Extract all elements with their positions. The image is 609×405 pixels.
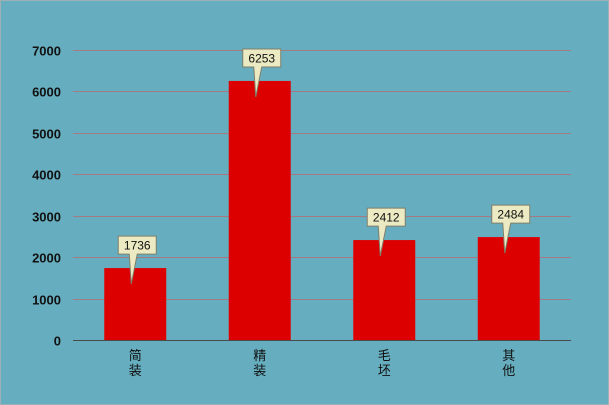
y-tick-label: 3000 — [32, 210, 61, 225]
x-tick-label: 精装 — [253, 349, 266, 379]
bar — [228, 80, 291, 340]
y-tick-label: 5000 — [32, 127, 61, 142]
y-tick-label: 6000 — [32, 85, 61, 100]
gridlines — [73, 50, 571, 300]
x-tick-label: 其他 — [502, 349, 515, 379]
bars — [104, 80, 540, 340]
y-tick-label: 4000 — [32, 168, 61, 183]
bar — [477, 237, 540, 340]
data-label: 6253 — [248, 51, 275, 65]
axes: 0 1000 2000 3000 4000 5000 6000 7000 简装 精装 毛坯 其他 — [32, 44, 571, 379]
data-label-callout — [366, 207, 406, 257]
bar — [353, 240, 416, 340]
data-label-callout — [117, 235, 157, 285]
x-tick-label: 简装 — [129, 348, 142, 379]
data-labels: 1736 6253 2412 2484 — [117, 48, 531, 285]
y-tick-label: 1000 — [32, 293, 61, 308]
data-label-callout — [242, 48, 282, 98]
x-tick-label: 毛坯 — [378, 349, 391, 379]
y-tick-label: 2000 — [32, 251, 61, 266]
data-label-callout — [491, 204, 531, 254]
data-label: 2484 — [497, 208, 524, 222]
data-label: 2412 — [373, 211, 400, 225]
y-tick-label: 7000 — [32, 44, 61, 59]
bar — [104, 268, 167, 340]
data-label: 1736 — [124, 239, 151, 253]
y-tick-label: 0 — [54, 334, 61, 349]
